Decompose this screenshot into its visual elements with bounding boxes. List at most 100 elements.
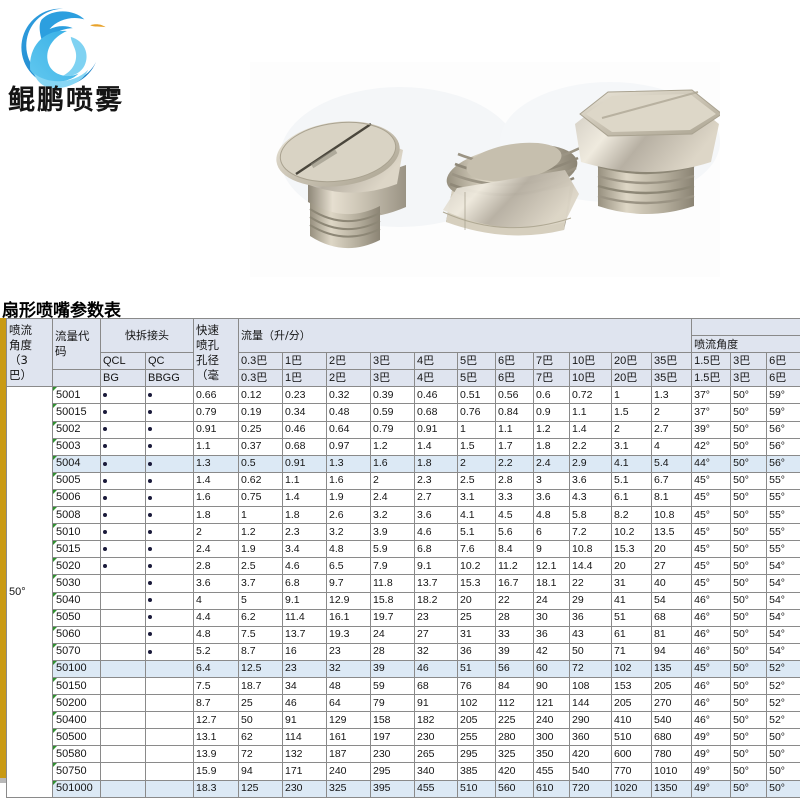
flow-value-cell: 7.9	[370, 557, 415, 576]
table-row[interactable]: 50500 13.1 62 114 161 197 230 255 280 300 360 510 68…	[7, 728, 800, 747]
flow-code-cell[interactable]: 50500	[52, 728, 101, 747]
flow-value-cell: 6.8	[414, 540, 458, 559]
table-row[interactable]: 5010 2 1.2 2.3 3.2 3.9 4.6 5.1 5.6 6 7.2 10.2 13.5 45…	[7, 523, 800, 542]
table-row[interactable]: 5040 4 5 9.1 12.9 15.8 18.2 20 22 24 29 41 54 46° 50° 5…	[7, 591, 800, 610]
table-row[interactable]: 5008 1.8 1 1.8 2.6 3.2 3.6 4.1 4.5 4.8 5.8 8.2 10.8 4…	[7, 506, 800, 525]
orifice-diameter-cell: 2	[193, 523, 239, 542]
flow-value-cell: 0.32	[326, 386, 371, 405]
table-row[interactable]: 501000 18.3 125 230 325 395 455 510 560 610 720 102…	[7, 779, 800, 798]
orifice-diameter-cell: 2.8	[193, 557, 239, 576]
flow-value-cell: 0.76	[457, 403, 496, 422]
flow-code-cell[interactable]: 5040	[52, 591, 101, 610]
spray-angle-cell: 56°	[766, 437, 800, 456]
flow-value-cell: 0.46	[414, 386, 458, 405]
flow-value-cell: 2.2	[495, 454, 534, 473]
table-row[interactable]: 5030 3.6 3.7 6.8 9.7 11.8 13.7 15.3 16.7 18.1 22 31…	[7, 574, 800, 593]
qcl-dot-cell	[100, 386, 146, 405]
table-row[interactable]: 5002 0.91 0.25 0.46 0.64 0.79 0.91 1 1.1 1.2 1.4 2 2…	[7, 420, 800, 439]
flow-value-cell: 720	[569, 779, 612, 798]
flow-value-cell: 455	[414, 779, 458, 798]
flow-value-cell: 0.6	[533, 386, 570, 405]
flow-code-cell[interactable]: 5050	[52, 608, 101, 627]
header-p-0: 0.3巴	[238, 352, 283, 371]
flow-code-cell[interactable]: 5010	[52, 523, 101, 542]
flow-code-cell[interactable]: 50100	[52, 659, 101, 678]
spray-angle-cell: 45°	[691, 659, 732, 678]
flow-value-cell: 1.2	[533, 420, 570, 439]
header-p-4: 4巴	[414, 352, 458, 371]
flow-code-cell[interactable]: 50580	[52, 745, 101, 764]
table-row[interactable]: 50150 7.5 18.7 34 48 59 68 76 84 90 108 153 205 46° 50…	[7, 676, 800, 696]
flow-value-cell: 197	[370, 728, 415, 747]
table-row[interactable]: 5006 1.6 0.75 1.4 1.9 2.4 2.7 3.1 3.3 3.6 4.3 6.1 8.…	[7, 488, 800, 508]
table-row[interactable]: 5015 2.4 1.9 3.4 4.8 5.9 6.8 7.6 8.4 9 10.8 15.3 20 4…	[7, 540, 800, 559]
flow-code-cell[interactable]: 50400	[52, 711, 101, 730]
flow-code-cell[interactable]: 5060	[52, 625, 101, 644]
flow-code-cell[interactable]: 5002	[52, 420, 101, 439]
flow-code-cell[interactable]: 50200	[52, 694, 101, 713]
table-row[interactable]: 50200 8.7 25 46 64 79 91 102 112 121 144 205 270 46° 5…	[7, 694, 800, 713]
table-row[interactable]: 5060 4.8 7.5 13.7 19.3 24 27 31 33 36 43 61 81 46° 50°…	[7, 625, 800, 644]
flow-value-cell: 18.7	[238, 676, 283, 696]
table-row[interactable]: 5050 4.4 6.2 11.4 16.1 19.7 23 25 28 30 36 51 68 46° 5…	[7, 608, 800, 627]
flow-code-cell[interactable]: 50750	[52, 762, 101, 781]
table-row[interactable]: 50100 6.4 12.5 23 32 39 46 51 56 60 72 102 135 45° 50°…	[7, 659, 800, 678]
orifice-diameter-cell: 18.3	[193, 779, 239, 798]
flow-value-cell: 295	[370, 762, 415, 781]
flow-code-cell[interactable]: 5015	[52, 540, 101, 559]
flow-value-cell: 205	[611, 694, 652, 713]
table-row[interactable]: 5004 1.3 0.5 0.91 1.3 1.6 1.8 2 2.2 2.4 2.9 4.1 5.4 4…	[7, 454, 800, 473]
flow-value-cell: 41	[611, 591, 652, 610]
table-row[interactable]: 5005 1.4 0.62 1.1 1.6 2 2.3 2.5 2.8 3 3.6 5.1 6.7 45°…	[7, 471, 800, 490]
flow-value-cell: 2.4	[370, 488, 415, 508]
orifice-diameter-cell: 13.9	[193, 745, 239, 764]
flow-value-cell: 3.2	[326, 523, 371, 542]
brand-logo: 鲲鹏喷雾	[0, 0, 210, 116]
flow-value-cell: 385	[457, 762, 496, 781]
flow-value-cell: 182	[414, 711, 458, 730]
flow-code-cell[interactable]: 5003	[52, 437, 101, 456]
table-row[interactable]: 50705.28.71623283236394250719446°50°54°5…	[7, 642, 800, 661]
flow-value-cell: 30	[533, 608, 570, 627]
spray-angle-cell: 52°	[766, 694, 800, 713]
table-row[interactable]: 50750 15.9 94 171 240 295 340 385 420 455 540 770 10…	[7, 762, 800, 781]
orifice-diameter-cell: 4.8	[193, 625, 239, 644]
flow-value-cell: 4.6	[414, 523, 458, 542]
qcl-dot-cell	[100, 557, 146, 576]
availability-dot-icon	[148, 478, 152, 483]
flow-value-cell: 4.8	[326, 540, 371, 559]
flow-value-cell: 2.4	[533, 454, 570, 473]
table-row[interactable]: 50015 0.79 0.19 0.34 0.48 0.59 0.68 0.76 0.84 0.9…	[7, 403, 800, 422]
flow-code-cell[interactable]: 5006	[52, 488, 101, 508]
flow-code-cell[interactable]: 5001	[52, 386, 101, 405]
flow-value-cell: 4.8	[533, 506, 570, 525]
table-row[interactable]: 50580 13.9 72 132 187 230 265 295 325 350 420 600 78…	[7, 745, 800, 764]
flow-code-cell[interactable]: 5004	[52, 454, 101, 473]
header-a-2: 6巴	[766, 352, 800, 371]
flow-value-cell: 12.1	[533, 557, 570, 576]
flow-value-cell: 780	[650, 745, 693, 764]
flow-value-cell: 39	[370, 659, 415, 678]
table-row[interactable]: 50° 5001 0.66 0.12 0.23 0.32 0.39 0.46 0.51 0.56 0…	[6, 386, 800, 798]
flow-code-cell[interactable]: 50015	[52, 403, 101, 422]
spray-angle-cell: 50°	[730, 523, 768, 542]
flow-code-cell[interactable]: 50150	[52, 676, 101, 696]
flow-code-cell[interactable]: 5020	[52, 557, 101, 576]
qc-dot-cell	[145, 557, 194, 576]
table-row[interactable]: 5003 1.1 0.37 0.68 0.97 1.2 1.4 1.5 1.7 1.8 2.2 3.1…	[7, 437, 800, 456]
flow-code-cell[interactable]: 5030	[52, 574, 101, 593]
flow-code-cell[interactable]: 5070	[52, 642, 101, 661]
flow-value-cell: 4.5	[495, 506, 534, 525]
availability-dot-icon	[103, 495, 107, 500]
header-p-10: 35巴	[650, 352, 693, 371]
table-row[interactable]: 5020 2.8 2.5 4.6 6.5 7.9 9.1 10.2 11.2 12.1 14.4 20…	[7, 557, 800, 576]
flow-code-cell[interactable]: 5008	[52, 506, 101, 525]
availability-dot-icon	[148, 495, 152, 500]
flow-value-cell: 2	[650, 403, 693, 422]
flow-value-cell: 94	[650, 642, 693, 661]
table-row[interactable]: 50400 12.7 50 91 129 158 182 205 225 240 290 410 540…	[7, 711, 800, 730]
flow-code-cell[interactable]: 5005	[52, 471, 101, 490]
flow-code-cell[interactable]: 501000	[52, 779, 101, 798]
flow-value-cell: 1.7	[495, 437, 534, 456]
qc-dot-cell	[145, 625, 194, 644]
